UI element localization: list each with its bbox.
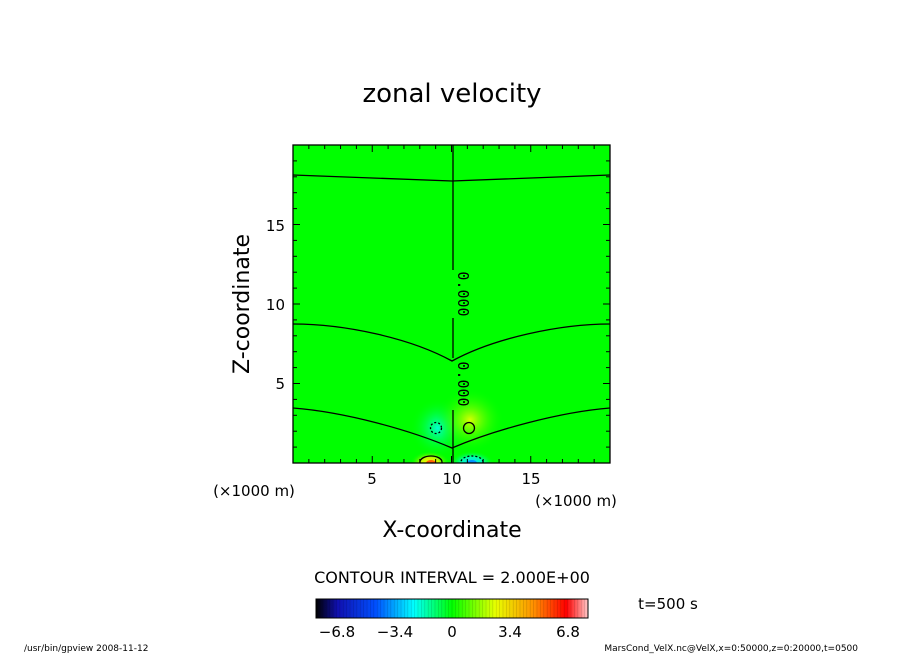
- contour-line-lower: [293, 407, 610, 449]
- colorbar-gradient: [316, 599, 588, 618]
- colorbar-tick-label: 0: [447, 623, 457, 641]
- colorbar-frame: [315, 598, 589, 619]
- field-cool-peak: [467, 460, 477, 463]
- y-tick-labels: 5 10 15: [266, 217, 285, 393]
- y-tick-label: 15: [266, 217, 285, 235]
- time-label: t=500 s: [638, 595, 698, 613]
- colorbar-tick-label: −6.8: [319, 623, 355, 641]
- axis-ticks: [293, 145, 610, 463]
- contour-label-upper: 0.000: [454, 271, 472, 316]
- footer-left: /usr/bin/gpview 2008-11-12: [24, 644, 148, 654]
- plot-field: 0.000 0.000: [293, 145, 610, 463]
- contour-lines: [293, 145, 610, 463]
- chart-title: zonal velocity: [362, 79, 541, 109]
- colorbar-tick-labels: −6.8 −3.4 0 3.4 6.8: [319, 623, 580, 641]
- contour-line-middle: [293, 323, 610, 362]
- x-tick-label: 5: [367, 470, 377, 488]
- x-tick-labels: 5 10 15: [367, 470, 540, 488]
- contour-closed-positive: [462, 421, 476, 435]
- colorbar: −6.8 −3.4 0 3.4 6.8: [315, 598, 589, 641]
- y-axis-title: Z-coordinate: [230, 234, 255, 374]
- footer-right: MarsCond_VelX.nc@VelX,x=0:50000,z=0:2000…: [604, 644, 858, 654]
- field-warm-peak: [426, 460, 436, 463]
- contour-label-lower: 0.000: [454, 361, 472, 406]
- z-unit-label: (×1000 m): [213, 482, 295, 500]
- contour-interval-label: CONTOUR INTERVAL = 2.000E+00: [314, 568, 590, 587]
- colorbar-tick-label: −3.4: [377, 623, 413, 641]
- colorbar-tick-label: 6.8: [556, 623, 580, 641]
- x-axis-title: X-coordinate: [382, 518, 521, 543]
- x-unit-label: (×1000 m): [535, 492, 617, 510]
- colorbar-bins: [319, 599, 585, 618]
- y-tick-label: 5: [275, 375, 285, 393]
- contour-line-top: [293, 174, 610, 182]
- contour-closed-negative: [429, 421, 443, 435]
- colorbar-tick-label: 3.4: [498, 623, 522, 641]
- x-tick-label: 10: [442, 470, 461, 488]
- x-tick-label: 15: [521, 470, 540, 488]
- y-tick-label: 10: [266, 296, 285, 314]
